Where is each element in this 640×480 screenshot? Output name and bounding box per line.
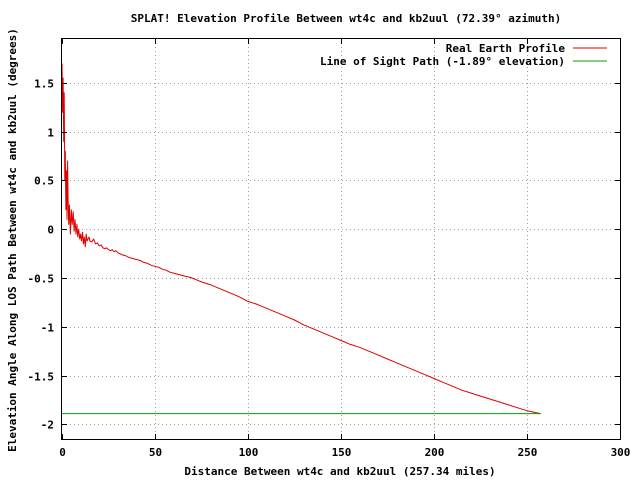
legend-label-real-earth-profile: Real Earth Profile [446,42,566,55]
plot-area-frame [61,38,621,440]
x-axis-label: Distance Between wt4c and kb2uul (257.34… [184,465,495,478]
series-line-real-earth-profile [61,63,541,415]
x-tick-label: 150 [332,446,352,459]
y-tick-label: 0 [47,224,54,237]
y-tick-label: -1 [41,322,55,335]
chart-title: SPLAT! Elevation Profile Between wt4c an… [131,12,561,25]
y-tick-label: -0.5 [28,273,55,286]
y-tick-label: 0.5 [34,175,54,188]
y-tick-label: 1.5 [34,78,54,91]
y-axis-label: Elevation Angle Along LOS Path Between w… [6,28,19,452]
x-tick-label: 0 [59,446,66,459]
x-tick-label: 50 [149,446,162,459]
x-tick-label: 300 [611,446,631,459]
y-tick-label: -1.5 [28,371,55,384]
x-axis-tick-labels: 0 50 100 150 200 250 300 [59,446,630,459]
gridlines [62,39,620,439]
series-group [61,63,541,415]
y-tick-label: -2 [41,419,54,432]
legend: Real Earth Profile Line of Sight Path (-… [320,42,607,68]
y-tick-label: 1 [47,127,54,140]
y-axis-tick-labels: 1.5 1 0.5 0 -0.5 -1 -1.5 -2 [28,78,55,432]
legend-label-line-of-sight: Line of Sight Path (-1.89° elevation) [320,55,565,68]
axis-ticks [62,39,621,439]
x-tick-label: 200 [425,446,445,459]
x-tick-label: 100 [239,446,259,459]
x-tick-label: 250 [518,446,538,459]
